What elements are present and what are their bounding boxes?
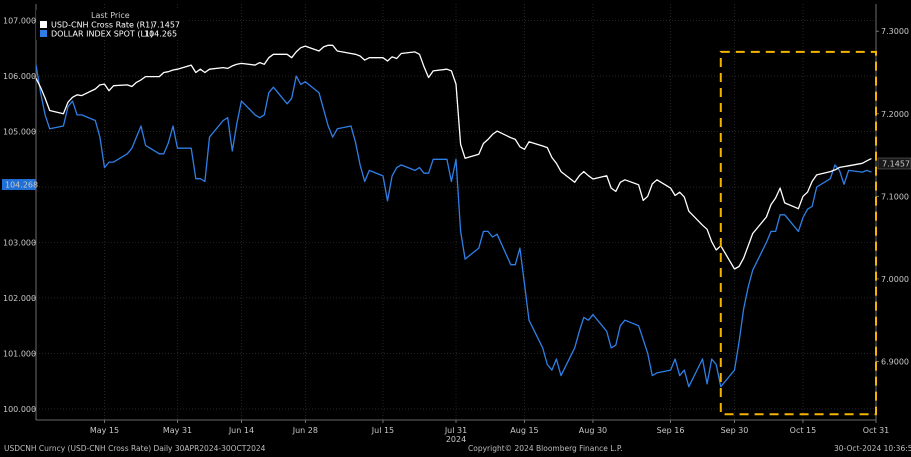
x-tick-label: Jun 28 <box>292 426 318 435</box>
x-tick-label: Jun 14 <box>228 426 254 435</box>
footer: USDCNH Curncy (USD-CNH Cross Rate) Daily… <box>4 444 911 453</box>
left-tick-label: 102.000 <box>3 294 36 303</box>
highlight-rect <box>719 50 877 416</box>
left-tick-label: 100.000 <box>3 405 36 414</box>
x-tick-label: Oct 31 <box>863 426 890 435</box>
x-tick-label: Aug 30 <box>579 426 607 435</box>
footer-center: Copyright© 2024 Bloomberg Finance L.P. <box>468 444 623 453</box>
highlight-box <box>719 50 877 416</box>
right-tick-label: 7.2000 <box>881 110 909 119</box>
series-layer <box>35 44 872 388</box>
series-line-usdcnh <box>35 44 872 270</box>
last-value-tag-right-text: 7.1457 <box>882 160 910 169</box>
last-value-tag-left-text: 104.268 <box>5 181 38 190</box>
left-tick-label: 103.000 <box>3 239 36 248</box>
legend-label-usdcnh: USD-CNH Cross Rate (R1) <box>51 21 153 30</box>
left-tick-label: 106.000 <box>3 72 36 81</box>
right-tick-label: 6.9000 <box>881 357 909 366</box>
legend-swatch-usdcnh <box>40 21 47 28</box>
last-value-tag-right: 7.1457 <box>877 157 911 170</box>
left-tick-label: 107.000 <box>3 17 36 26</box>
x-tick-label: May 15 <box>90 426 119 435</box>
x-tick-label: Sep 30 <box>721 426 749 435</box>
last-value-tag-left: 104.268 <box>2 179 38 190</box>
x-tick-label: Sep 16 <box>657 426 685 435</box>
x-axis: May 15 May 31 Jun 14 Jun 28 Jul 15 Jul 31 Aug … <box>90 420 889 444</box>
x-tick-label: Oct 15 <box>790 426 817 435</box>
legend-label-dxy: DOLLAR INDEX SPOT (L1) <box>51 30 153 39</box>
right-tick-label: 7.0000 <box>881 275 909 284</box>
last-value-tag-right-box <box>877 157 911 170</box>
legend: Last Price USD-CNH Cross Rate (R1) 7.145… <box>36 10 188 40</box>
x-tick-label: Jul 31 <box>444 426 467 435</box>
legend-background <box>36 10 188 40</box>
left-tick-label: 101.000 <box>3 349 36 358</box>
x-tick-label: Aug 15 <box>510 426 538 435</box>
x-tick-label: May 31 <box>163 426 192 435</box>
x-year-label: 2024 <box>446 435 466 444</box>
legend-title: Last Price <box>91 11 130 20</box>
left-tick-label: 105.000 <box>3 128 36 137</box>
legend-value-usdcnh: 7.1457 <box>152 21 180 30</box>
footer-left: USDCNH Curncy (USD-CNH Cross Rate) Daily… <box>4 444 266 453</box>
legend-value-dxy: 104.265 <box>144 30 177 39</box>
gridlines <box>35 4 877 421</box>
series-line-dxy <box>35 64 872 388</box>
footer-right: 30-Oct-2024 10:36:50 <box>834 444 911 453</box>
x-tick-label: Jul 15 <box>371 426 394 435</box>
legend-swatch-dxy <box>40 30 47 37</box>
right-tick-label: 7.1000 <box>881 192 909 201</box>
last-value-tag-left-box <box>2 179 36 190</box>
right-tick-label: 7.3000 <box>881 27 909 36</box>
